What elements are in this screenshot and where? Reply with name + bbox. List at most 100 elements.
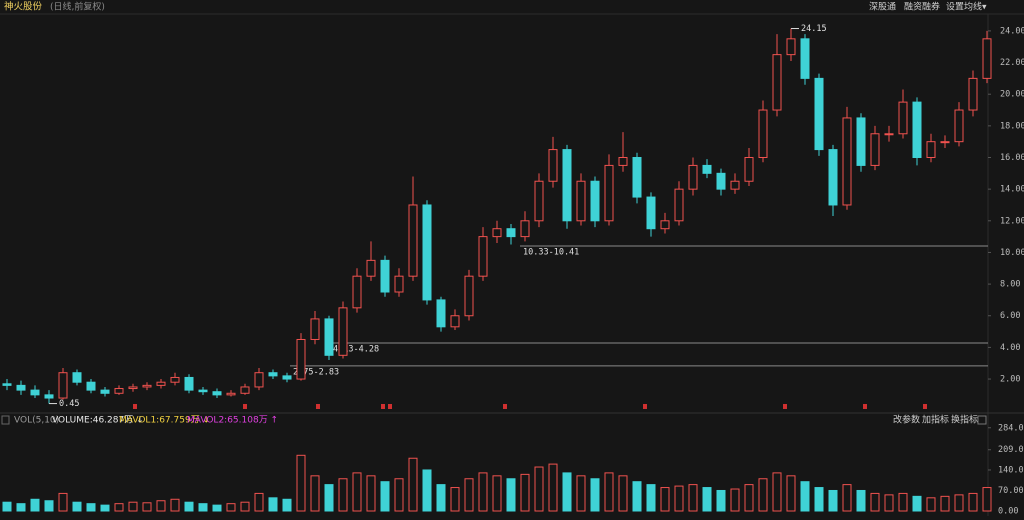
menu-item[interactable]: 深股通 (869, 2, 896, 13)
candle-body (72, 372, 82, 383)
candle-body (688, 164, 698, 190)
candle-body (660, 220, 670, 230)
volume-bar (44, 500, 54, 512)
y-tick-label: 209.00 (998, 445, 1024, 455)
y-tick-label: 16.00 (1000, 153, 1024, 163)
candle-body (632, 157, 642, 198)
close-button[interactable] (977, 415, 987, 425)
candle-body (366, 259, 376, 277)
candle-body (408, 204, 418, 277)
volume-bar (240, 501, 250, 512)
menu-item[interactable]: 融资融券 (904, 1, 940, 13)
candle-body (380, 259, 390, 293)
volume-bar (492, 475, 502, 512)
volume-bar (170, 498, 180, 512)
y-tick-label: 6.00 (1000, 311, 1020, 321)
y-tick-label: 4.00 (1000, 343, 1020, 353)
volume-bar (940, 495, 950, 512)
volume-bar (72, 501, 82, 512)
candle-body (114, 388, 124, 394)
volume-bar (268, 497, 278, 512)
candle-body (856, 117, 866, 166)
y-tick-label: 284.00 (998, 423, 1024, 433)
volume-bar (856, 489, 866, 512)
extreme-label: 24.15 (801, 24, 827, 34)
volume-bar (520, 473, 530, 512)
support-label: 10.33-10.41 (523, 247, 579, 257)
volume-bar (674, 485, 684, 512)
volume-bar (800, 481, 810, 512)
menu-item[interactable]: 设置均线▾ (946, 1, 987, 13)
volume-bar (282, 498, 292, 512)
candle-body (870, 133, 880, 166)
candle-body (86, 381, 96, 391)
indicator-button[interactable]: 换指标 (951, 414, 978, 426)
candle-body (282, 375, 292, 380)
volume-bar (380, 481, 390, 512)
volume-bar (100, 504, 110, 512)
volume-bar (478, 472, 488, 512)
indicator-button[interactable]: 加指标 (922, 414, 949, 426)
volume-bar (926, 497, 936, 512)
volume-bar (394, 478, 404, 512)
candle-body (324, 318, 334, 356)
volume-bar (870, 492, 880, 512)
candle-body (338, 307, 348, 356)
y-tick-label: 14.00 (1000, 185, 1024, 195)
legend-volume: VOLUME:46.287万 ↓ (52, 416, 144, 426)
volume-bar (506, 478, 516, 512)
volume-bar (548, 463, 558, 512)
indicator-button[interactable]: 改参数 (893, 414, 920, 426)
candle-body (674, 188, 684, 222)
candle-body (940, 141, 950, 144)
support-label: 2.75-2.83 (293, 367, 339, 377)
candle-body (520, 220, 530, 238)
volume-bar (198, 503, 208, 512)
volume-bar (618, 475, 628, 512)
candle-body (2, 383, 12, 386)
candle-body (646, 196, 656, 230)
candle-body (464, 275, 474, 317)
candle-body (772, 54, 782, 111)
candle-body (30, 389, 40, 396)
candle-body (184, 376, 194, 391)
volume-bar (464, 478, 474, 512)
volume-bar (58, 492, 68, 512)
volume-bar (716, 489, 726, 512)
volume-bar (604, 472, 614, 512)
y-tick-label: 140.00 (998, 465, 1024, 475)
candle-body (534, 180, 544, 222)
volume-bar (828, 489, 838, 512)
legend-mavol2: MAVOL2:65.108万 ↑ (187, 416, 278, 426)
volume-bar (226, 503, 236, 512)
candle-body (268, 372, 278, 377)
candle-body (156, 381, 166, 386)
volume-bar (366, 475, 376, 512)
volume-bar (786, 475, 796, 512)
candle-body (450, 315, 460, 328)
volume-bar (772, 472, 782, 512)
volume-bar (2, 501, 12, 512)
candle-body (58, 372, 68, 399)
y-tick-label: 12.00 (1000, 216, 1024, 226)
volume-bar (954, 494, 964, 512)
volume-bar (646, 484, 656, 512)
help-icon[interactable] (1, 415, 10, 425)
volume-bar (758, 478, 768, 512)
y-tick-label: 2.00 (1000, 375, 1020, 385)
candle-body (702, 164, 712, 174)
candle-body (604, 164, 614, 222)
volume-bar (408, 457, 418, 512)
candle-body (198, 389, 208, 393)
candle-body (548, 149, 558, 182)
candle-body (576, 180, 586, 222)
candle-body (254, 372, 264, 388)
candle-body (828, 149, 838, 206)
candle-body (590, 180, 600, 222)
candle-body (212, 391, 222, 396)
candle-body (310, 318, 320, 340)
volume-bar (114, 503, 124, 512)
volume-bar (436, 484, 446, 512)
candle-body (884, 133, 894, 136)
